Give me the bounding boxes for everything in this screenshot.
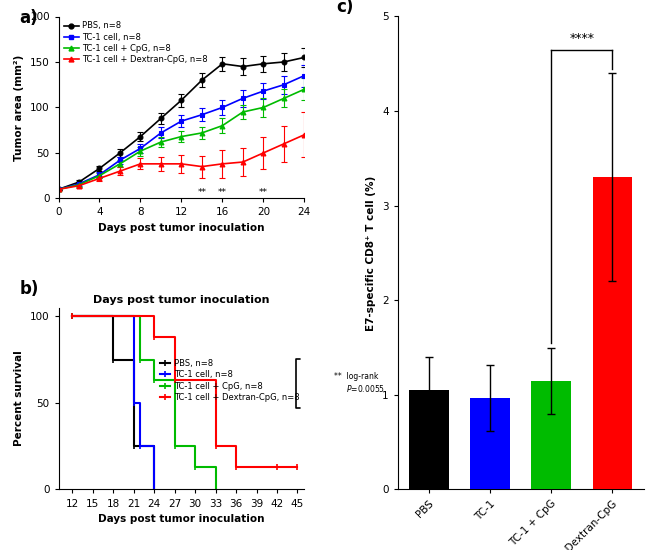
- Bar: [593, 177, 632, 490]
- Y-axis label: Percent survival: Percent survival: [14, 351, 24, 447]
- Y-axis label: Tumor area (mm²): Tumor area (mm²): [14, 54, 24, 161]
- Bar: [409, 390, 448, 490]
- Text: b): b): [19, 280, 38, 298]
- Text: c): c): [336, 0, 354, 15]
- Text: **: **: [218, 188, 227, 196]
- Text: a): a): [19, 9, 38, 27]
- Text: ****: ****: [569, 32, 594, 45]
- Bar: [531, 381, 571, 490]
- Text: **  log-rank
     $P$=0.0055: ** log-rank $P$=0.0055: [334, 372, 385, 394]
- Text: **: **: [259, 188, 268, 196]
- Legend: PBS, n=8, TC-1 cell, n=8, TC-1 cell + CpG, n=8, TC-1 cell + Dextran-CpG, n=8: PBS, n=8, TC-1 cell, n=8, TC-1 cell + Cp…: [62, 21, 208, 64]
- Title: Days post tumor inoculation: Days post tumor inoculation: [93, 295, 270, 305]
- Text: **: **: [198, 188, 207, 196]
- Y-axis label: E7-specific CD8⁺ T cell (%): E7-specific CD8⁺ T cell (%): [367, 175, 376, 331]
- Bar: [470, 398, 510, 490]
- X-axis label: Days post tumor inoculation: Days post tumor inoculation: [98, 223, 265, 233]
- Legend: PBS, n=8, TC-1 cell, n=8, TC-1 cell + CpG, n=8, TC-1 cell + Dextran-CpG, n=8: PBS, n=8, TC-1 cell, n=8, TC-1 cell + Cp…: [159, 358, 300, 403]
- X-axis label: Days post tumor inoculation: Days post tumor inoculation: [98, 514, 265, 524]
